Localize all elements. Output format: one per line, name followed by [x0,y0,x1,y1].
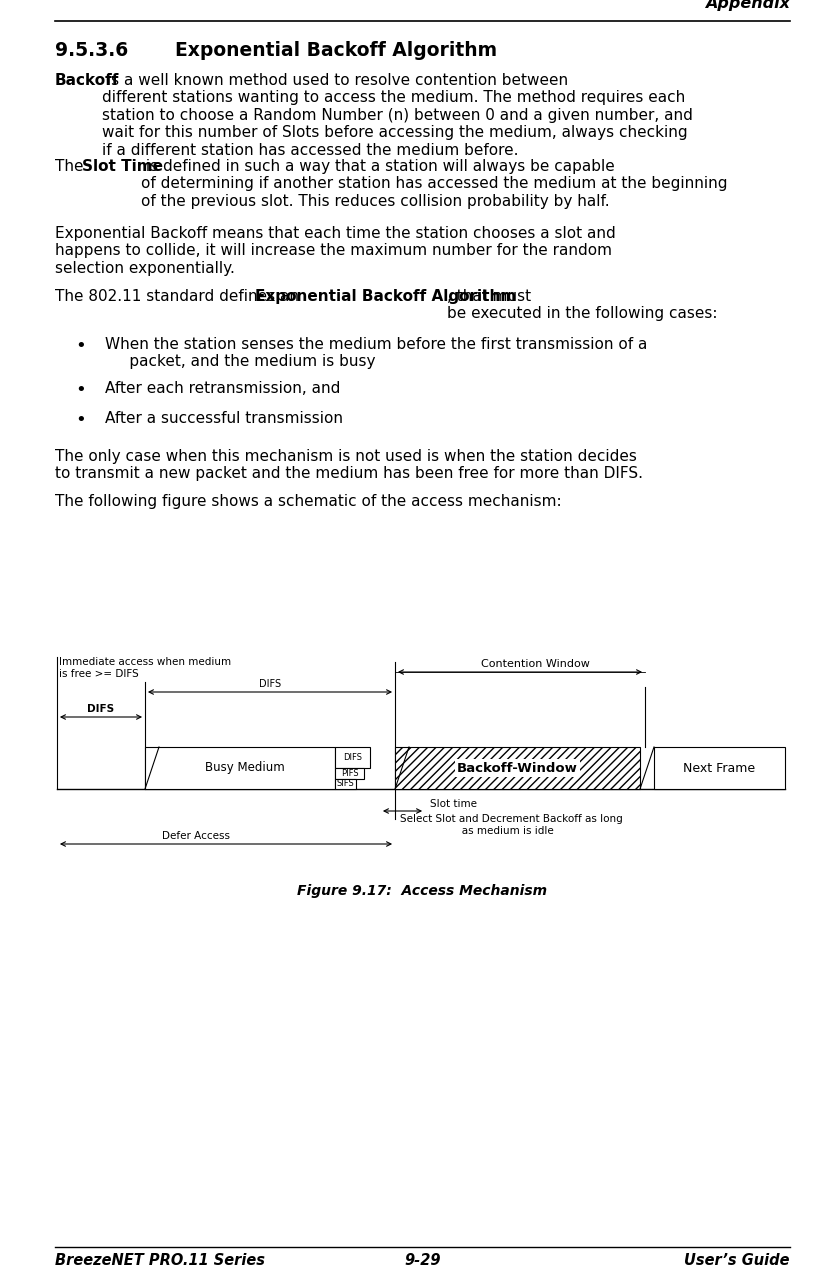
Text: After each retransmission, and: After each retransmission, and [105,381,341,396]
Text: Defer Access: Defer Access [162,831,230,841]
Text: is defined in such a way that a station will always be capable
of determining if: is defined in such a way that a station … [141,159,727,209]
Bar [395,747,640,789]
Text: , that must
be executed in the following cases:: , that must be executed in the following… [447,289,717,321]
Text: Busy Medium: Busy Medium [205,761,285,774]
Text: SIFS: SIFS [337,779,354,788]
Text: Next Frame: Next Frame [683,761,756,774]
Text: DIFS: DIFS [343,753,362,761]
Text: The: The [55,159,88,174]
Text: Slot Time: Slot Time [82,159,163,174]
Text: When the station senses the medium before the first transmission of a
     packe: When the station senses the medium befor… [105,338,647,369]
Text: is a well known method used to resolve contention between
different stations wan: is a well known method used to resolve c… [102,74,693,157]
Text: DIFS: DIFS [87,704,115,714]
Text: Appendix: Appendix [705,0,790,11]
Text: Backoff: Backoff [55,74,119,88]
Text: Select Slot and Decrement Backoff as long
                   as medium is idle: Select Slot and Decrement Backoff as lon… [400,815,623,836]
Bar [335,779,356,789]
Bar [335,747,370,768]
Text: The only case when this mechanism is not used is when the station decides
to tra: The only case when this mechanism is not… [55,449,643,481]
Text: BreezeNET PRO.11 Series: BreezeNET PRO.11 Series [55,1253,265,1268]
Text: Exponential Backoff Algorithm: Exponential Backoff Algorithm [175,41,497,60]
Bar [654,747,785,789]
Text: Exponential Backoff means that each time the station chooses a slot and
happens : Exponential Backoff means that each time… [55,226,616,275]
Text: •: • [75,381,86,398]
Text: 9.5.3.6: 9.5.3.6 [55,41,128,60]
Bar [335,768,364,779]
Text: •: • [75,411,86,429]
Text: Slot time: Slot time [430,799,477,810]
Text: Backoff-Window: Backoff-Window [457,761,578,774]
Bar [145,747,335,789]
Text: •: • [75,338,86,355]
Text: DIFS: DIFS [259,679,281,689]
Text: 9-29: 9-29 [404,1253,441,1268]
Text: Exponential Backoff Algorithm: Exponential Backoff Algorithm [255,289,516,305]
Text: The following figure shows a schematic of the access mechanism:: The following figure shows a schematic o… [55,494,561,509]
Text: PIFS: PIFS [341,769,358,778]
Text: Contention Window: Contention Window [481,659,590,669]
Text: Figure 9.17:  Access Mechanism: Figure 9.17: Access Mechanism [297,884,547,898]
Text: After a successful transmission: After a successful transmission [105,411,343,426]
Text: The 802.11 standard defines an: The 802.11 standard defines an [55,289,304,305]
Text: User’s Guide: User’s Guide [685,1253,790,1268]
Text: Immediate access when medium
is free >= DIFS: Immediate access when medium is free >= … [59,657,231,679]
